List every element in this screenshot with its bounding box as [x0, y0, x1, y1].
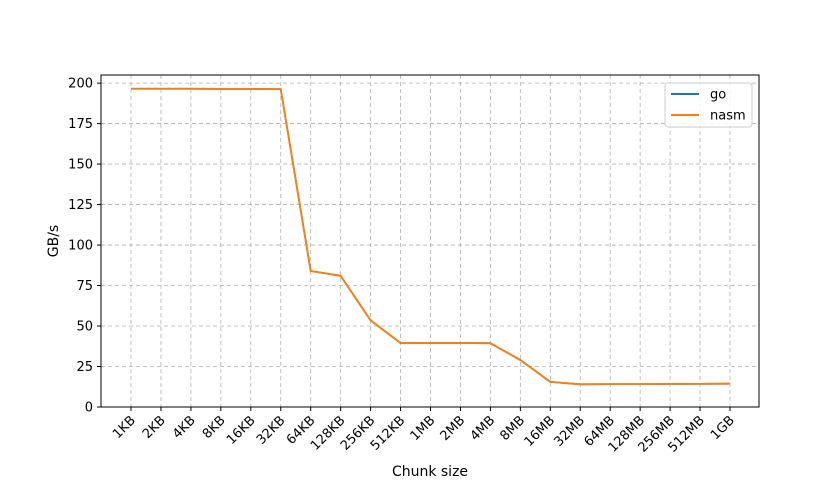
series-lines: [131, 87, 731, 386]
y-tick-label: 125: [68, 198, 93, 213]
legend-label-nasm: nasm: [710, 109, 746, 124]
x-tick-label: 1MB: [408, 413, 439, 444]
y-axis-title: GB/s: [46, 225, 62, 257]
y-tick-label: 175: [68, 117, 93, 132]
x-tick-label: 512KB: [368, 413, 408, 453]
y-tick-label: 50: [76, 320, 93, 335]
x-tick-label: 4MB: [468, 413, 499, 444]
x-tick-label: 4KB: [170, 413, 199, 442]
y-tick-label: 75: [76, 279, 93, 294]
x-tick-label: 1KB: [110, 413, 139, 442]
x-tick-label: 16KB: [224, 413, 259, 448]
x-tick-label: 2MB: [438, 413, 469, 444]
x-axis-title: Chunk size: [392, 464, 468, 480]
x-tick-label: 32MB: [552, 413, 589, 450]
x-tick-label: 2KB: [140, 413, 169, 442]
x-tick-label: 1GB: [708, 413, 738, 443]
y-tick-label: 25: [76, 360, 93, 375]
y-axis-ticks: 0 25 50 75 100 125 150 175 200: [68, 77, 101, 416]
grid-lines: [101, 75, 759, 408]
y-tick-label: 200: [68, 77, 93, 92]
x-tick-label: 16MB: [522, 413, 559, 450]
series-line-nasm: [131, 87, 731, 386]
legend: go nasm: [664, 82, 753, 128]
y-tick-label: 100: [68, 239, 93, 254]
y-tick-label: 150: [68, 158, 93, 173]
y-tick-label: 0: [85, 401, 93, 416]
legend-label-go: go: [710, 88, 726, 103]
x-tick-label: 32KB: [254, 413, 289, 448]
plot-area-frame: [100, 74, 760, 408]
